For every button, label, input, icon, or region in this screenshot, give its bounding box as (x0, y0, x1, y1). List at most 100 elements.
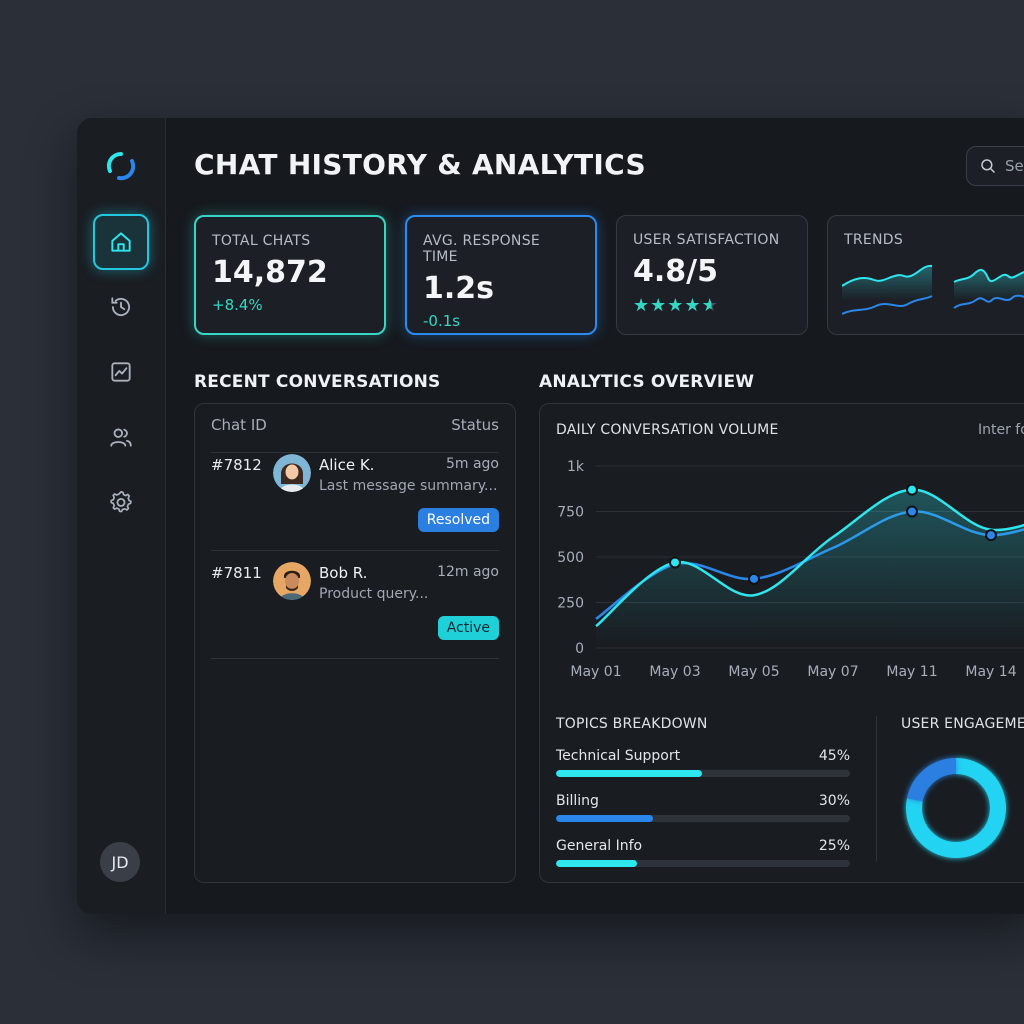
nav-users[interactable] (93, 409, 149, 465)
logo-icon (106, 151, 136, 181)
chat-id: #7812 (211, 456, 262, 474)
topic-bar-fill (556, 770, 702, 777)
topics-breakdown: TOPICS BREAKDOWN Technical Support 45% B… (556, 716, 850, 867)
x-tick-label: May 07 (807, 664, 858, 680)
engagement-donut-chart (906, 758, 1006, 858)
data-point[interactable] (906, 483, 918, 496)
user-avatar[interactable]: JD (100, 842, 140, 882)
topic-label: General Info (556, 838, 643, 854)
recent-conversations-title: RECENT CONVERSATIONS (194, 372, 441, 392)
kpi-total-chats[interactable]: TOTAL CHATS 14,872 +8.4% (194, 215, 386, 335)
main-content: CHAT HISTORY & ANALYTICS Se TOTAL CHATS … (166, 118, 1024, 914)
topic-bar-fill (556, 815, 654, 822)
sparkline-1 (842, 264, 933, 287)
timestamp: 12m ago (437, 564, 499, 580)
trends-sparklines (842, 264, 1024, 315)
sparkline-1-area (842, 265, 932, 300)
kpi-delta: -0.1s (423, 312, 461, 330)
x-tick-label: May 11 (886, 664, 937, 680)
data-point[interactable] (985, 529, 997, 542)
x-tick-label: May 01 (570, 664, 621, 680)
message-preview: Last message summary... (319, 478, 498, 494)
y-tick-label: 250 (557, 596, 584, 612)
sparkline-2 (842, 295, 933, 315)
topic-percent: 25% (818, 838, 850, 854)
avatar (273, 454, 311, 492)
y-tick-label: 0 (575, 641, 584, 657)
topic-percent: 45% (818, 748, 850, 764)
series-area (596, 489, 1024, 648)
message-preview: Product query... (319, 586, 429, 602)
sparkline-3-area (954, 269, 1024, 300)
kpi-avg-response[interactable]: AVG. RESPONSE TIME 1.2s -0.1s (405, 215, 597, 335)
search-input[interactable]: Se (966, 146, 1024, 186)
kpi-value: 4.8/5 (633, 254, 718, 289)
data-point[interactable] (669, 556, 681, 569)
conversation-row[interactable]: #7811 Bob R. 12m ago Product query... Ac… (211, 550, 499, 659)
timestamp: 5m ago (445, 456, 499, 472)
kpi-label: TRENDS (844, 232, 904, 248)
rating-stars: ★★★★★ (633, 295, 791, 316)
x-tick-label: May 14 (965, 664, 1016, 680)
analytics-panel: DAILY CONVERSATION VOLUME Inter fo 0 250 5… (539, 403, 1024, 883)
topic-bar-track (556, 770, 850, 777)
kpi-label: USER SATISFACTION (633, 232, 780, 248)
recent-conversations-panel: Chat ID Status #7812 Alice K. 5m ago Las… (194, 403, 516, 883)
contact-name: Alice K. (319, 456, 375, 474)
conversation-row[interactable]: #7812 Alice K. 5m ago Last message summa… (211, 442, 499, 551)
chart-title: DAILY CONVERSATION VOLUME (556, 422, 779, 438)
history-icon (111, 297, 131, 316)
star-icon: ★ (684, 295, 702, 316)
x-tick-label: May 05 (728, 664, 779, 680)
star-icon: ★ (633, 295, 651, 316)
avatar (273, 562, 311, 600)
topic-bar-track (556, 815, 850, 822)
donut-segment[interactable] (906, 758, 1006, 858)
chart-filter-dropdown[interactable]: Inter fo (978, 422, 1024, 438)
y-tick-label: 500 (557, 550, 584, 566)
chart-icon (111, 362, 131, 382)
topic-billing[interactable]: Billing 30% (556, 793, 850, 822)
star-icon: ★ (650, 295, 668, 316)
kpi-label: AVG. RESPONSE TIME (423, 233, 541, 265)
nav-home[interactable] (93, 214, 149, 270)
status-badge: Resolved (417, 508, 499, 532)
contact-name: Bob R. (319, 564, 368, 582)
kpi-satisfaction[interactable]: USER SATISFACTION 4.8/5 ★★★★★ (616, 215, 808, 335)
nav-history[interactable] (93, 279, 149, 335)
x-tick-label: May 03 (649, 664, 700, 680)
topic-percent: 30% (818, 793, 850, 809)
app-window: JD CHAT HISTORY & ANALYTICS Se TOTAL CHA… (77, 118, 1024, 914)
topic-technical-support[interactable]: Technical Support 45% (556, 748, 850, 777)
kpi-delta: +8.4% (212, 296, 263, 314)
home-icon (111, 232, 131, 252)
kpi-value: 1.2s (423, 271, 495, 306)
panel-divider (876, 716, 877, 861)
users-icon (110, 428, 132, 447)
user-engagement-title: USER ENGAGEME (901, 716, 1024, 732)
search-placeholder: Se (1005, 157, 1024, 175)
col-status: Status (451, 416, 499, 434)
daily-volume-chart: 0 250 500 750 1k May 01 May 03 May 05 May 07 May … (557, 459, 1024, 680)
topic-bar-track (556, 860, 850, 867)
sidebar: JD (77, 118, 166, 914)
chat-id: #7811 (211, 564, 262, 582)
col-chat-id: Chat ID (211, 416, 267, 434)
y-tick-label: 750 (557, 505, 584, 521)
topic-bar-fill (556, 860, 637, 867)
kpi-value: 14,872 (212, 255, 328, 290)
gear-icon (110, 490, 132, 513)
y-tick-label: 1k (567, 459, 585, 475)
status-badge: Active (437, 616, 499, 640)
data-point[interactable] (748, 572, 760, 585)
analytics-overview-title: ANALYTICS OVERVIEW (539, 372, 755, 392)
search-icon (981, 159, 995, 173)
star-icon: ★ (667, 295, 685, 316)
data-point[interactable] (906, 505, 918, 518)
nav-analytics[interactable] (93, 344, 149, 400)
sparkline-4 (953, 294, 1024, 309)
nav-settings[interactable] (93, 474, 149, 530)
kpi-trends[interactable]: TRENDS (827, 215, 1024, 335)
star-half-icon: ★ (701, 295, 719, 316)
topic-general-info[interactable]: General Info 25% (556, 838, 850, 867)
